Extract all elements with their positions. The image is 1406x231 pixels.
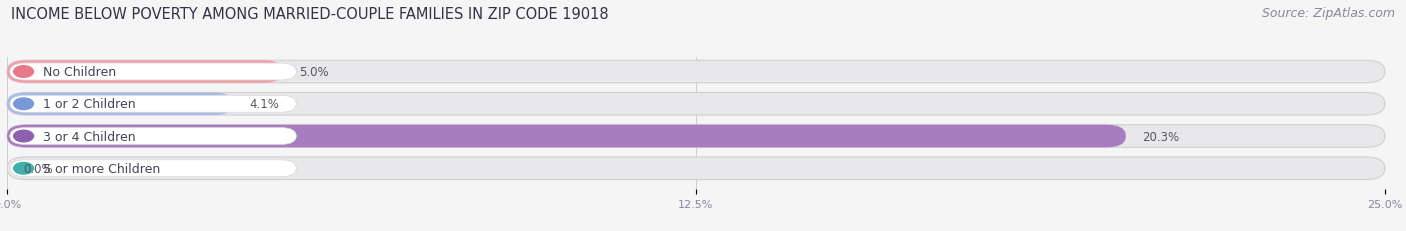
FancyBboxPatch shape — [10, 128, 297, 145]
FancyBboxPatch shape — [7, 125, 1126, 148]
Text: 3 or 4 Children: 3 or 4 Children — [42, 130, 135, 143]
Text: 5 or more Children: 5 or more Children — [42, 162, 160, 175]
Circle shape — [14, 99, 34, 110]
Text: 4.1%: 4.1% — [249, 98, 280, 111]
FancyBboxPatch shape — [7, 125, 1385, 148]
FancyBboxPatch shape — [10, 96, 297, 113]
FancyBboxPatch shape — [7, 61, 1385, 83]
FancyBboxPatch shape — [10, 160, 297, 177]
Text: 1 or 2 Children: 1 or 2 Children — [42, 98, 135, 111]
Text: 5.0%: 5.0% — [299, 66, 329, 79]
Text: No Children: No Children — [42, 66, 115, 79]
FancyBboxPatch shape — [7, 61, 283, 83]
Text: INCOME BELOW POVERTY AMONG MARRIED-COUPLE FAMILIES IN ZIP CODE 19018: INCOME BELOW POVERTY AMONG MARRIED-COUPL… — [11, 7, 609, 22]
Text: Source: ZipAtlas.com: Source: ZipAtlas.com — [1261, 7, 1395, 20]
FancyBboxPatch shape — [7, 93, 1385, 116]
Circle shape — [14, 163, 34, 174]
Text: 0.0%: 0.0% — [24, 162, 53, 175]
Text: 20.3%: 20.3% — [1143, 130, 1180, 143]
Circle shape — [14, 131, 34, 142]
Circle shape — [14, 67, 34, 78]
FancyBboxPatch shape — [7, 157, 1385, 180]
FancyBboxPatch shape — [10, 64, 297, 81]
FancyBboxPatch shape — [7, 93, 233, 116]
